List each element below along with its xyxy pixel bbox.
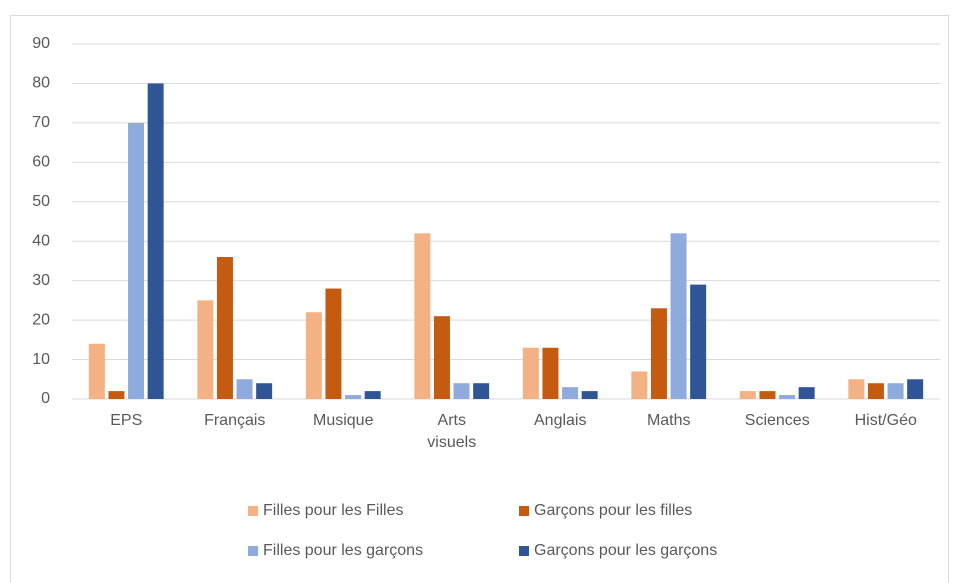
legend-swatch — [248, 506, 258, 516]
bar — [522, 347, 539, 399]
y-tick-label: 10 — [32, 351, 50, 368]
bar — [128, 122, 145, 399]
y-tick-label: 60 — [32, 154, 50, 171]
bar — [88, 343, 105, 399]
y-tick-label: 30 — [32, 272, 50, 289]
bar — [631, 371, 648, 399]
bar — [473, 383, 490, 399]
y-tick-label: 20 — [32, 311, 50, 328]
legend-swatch — [519, 546, 529, 556]
x-tick-label: Maths — [647, 412, 691, 429]
x-tick-label: Anglais — [534, 412, 586, 429]
bar — [364, 391, 381, 399]
x-tick-label: Arts visuels — [427, 412, 476, 451]
legend-swatch — [519, 506, 529, 516]
bar — [739, 391, 756, 399]
y-tick-label: 80 — [32, 75, 50, 92]
bar — [305, 312, 322, 399]
bar — [345, 395, 362, 399]
bar — [147, 83, 164, 399]
x-tick-label: Français — [204, 412, 265, 429]
y-tick-label: 90 — [32, 35, 50, 52]
bar — [690, 284, 707, 399]
bar — [108, 391, 125, 399]
bar — [197, 300, 214, 399]
bar — [670, 233, 687, 399]
x-tick-label: Musique — [313, 412, 374, 429]
bar — [562, 387, 579, 399]
legend-label: Garçons pour les garçons — [534, 542, 717, 559]
bar — [581, 391, 598, 399]
bar — [907, 379, 924, 399]
bar — [325, 288, 342, 399]
x-tick-label: Hist/Géo — [855, 412, 917, 429]
chart-border — [10, 15, 949, 583]
x-tick-label: EPS — [110, 412, 142, 429]
bar — [236, 379, 253, 399]
bar — [256, 383, 273, 399]
bar — [542, 347, 559, 399]
bar — [433, 316, 450, 399]
bar — [798, 387, 815, 399]
y-tick-label: 70 — [32, 114, 50, 131]
bar — [887, 383, 904, 399]
legend-swatch — [248, 546, 258, 556]
y-tick-label: 0 — [41, 390, 50, 407]
y-tick-label: 50 — [32, 193, 50, 210]
bar — [867, 383, 884, 399]
legend-label: Filles pour les Filles — [263, 502, 403, 519]
bar — [650, 308, 667, 399]
bar — [848, 379, 865, 399]
bar — [216, 257, 233, 399]
bar — [414, 233, 431, 399]
legend-label: Garçons pour les filles — [534, 502, 692, 519]
bar — [453, 383, 470, 399]
bar — [759, 391, 776, 399]
y-tick-label: 40 — [32, 232, 50, 249]
x-tick-label: Sciences — [745, 412, 810, 429]
legend-label: Filles pour les garçons — [263, 542, 423, 559]
bar — [779, 395, 796, 399]
